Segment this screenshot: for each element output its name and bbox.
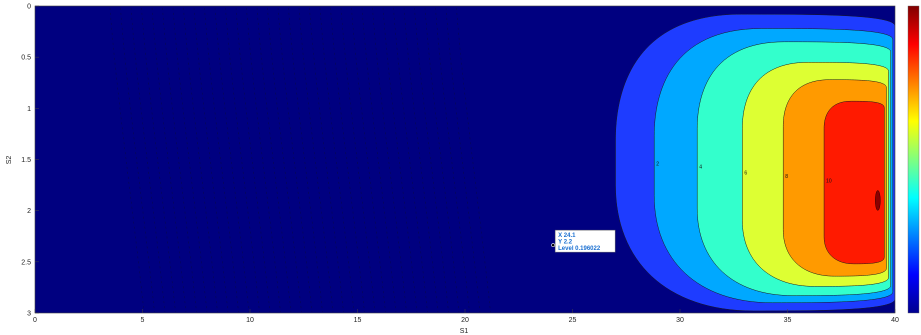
x-tick-label: 35 [784, 317, 792, 324]
datatip[interactable]: X 24.1 Y 2.2 Level 0.196022 [551, 229, 616, 253]
sparse-contour-lines [109, 7, 491, 313]
sparse-contour-line [351, 7, 386, 313]
contour-label: 6 [744, 170, 747, 176]
sparse-contour-line [109, 7, 145, 313]
x-tick-label: 15 [354, 317, 362, 324]
sparse-contour-line [445, 7, 481, 313]
sparse-contour-line [298, 7, 334, 313]
sparse-contour-line [267, 7, 302, 313]
sparse-contour-line [382, 7, 418, 313]
x-tick-label: 10 [246, 317, 254, 324]
contour-labels: 2 4 6 8 10 [656, 162, 832, 185]
sparse-contour-line [141, 7, 176, 313]
x-tick-label: 30 [676, 317, 684, 324]
sparse-contour-line [372, 7, 407, 313]
x-tick-label: 20 [461, 317, 469, 324]
colorbar [907, 5, 920, 314]
sparse-contour-line [414, 7, 449, 313]
datatip-x: X 24.1 [558, 233, 576, 239]
sparse-contour-line [309, 7, 344, 313]
sparse-contour-line [130, 7, 166, 313]
sparse-contour-line [424, 7, 460, 313]
contour-band-6 [823, 100, 885, 265]
sparse-contour-line [162, 7, 197, 313]
y-tick-label: 0 [27, 4, 31, 11]
y-axis-ticks: 0 0.5 1 1.5 2 2.5 3 [21, 4, 39, 318]
y-tick-label: 2.5 [21, 259, 31, 266]
sparse-contour-line [330, 7, 365, 313]
sparse-contour-line [172, 7, 208, 313]
sparse-contour-line [193, 7, 229, 313]
datatip-anchor [551, 243, 556, 248]
sparse-contour-line [403, 7, 439, 313]
peak-marker [875, 190, 881, 211]
x-axis-ticks: 0 5 10 15 20 25 30 35 40 [33, 309, 899, 324]
sparse-contour-line [277, 7, 313, 313]
contour-label: 2 [656, 162, 659, 168]
contour-label: 8 [785, 174, 788, 180]
x-tick-label: 5 [141, 317, 145, 324]
sparse-contour-line [340, 7, 376, 313]
y-tick-label: 2 [27, 208, 31, 215]
x-axis-label: S1 [460, 328, 469, 335]
sparse-contour-line [214, 7, 250, 313]
sparse-contour-line [120, 7, 155, 313]
contour-fills [615, 13, 895, 312]
sparse-contour-line [435, 7, 470, 313]
x-tick-label: 40 [891, 317, 899, 324]
y-tick-label: 1 [27, 106, 31, 113]
sparse-contour-line [393, 7, 428, 313]
x-tick-label: 0 [33, 317, 37, 324]
sparse-contour-line [288, 7, 323, 313]
y-axis-label: S2 [6, 156, 13, 165]
sparse-contour-line [183, 7, 218, 313]
sparse-contour-line [235, 7, 271, 313]
datatip-y: Y 2.2 [558, 240, 573, 246]
sparse-contour-line [256, 7, 292, 313]
x-tick-label: 25 [569, 317, 577, 324]
sparse-contour-line [361, 7, 397, 313]
sparse-contour-line [151, 7, 187, 313]
contour-label: 10 [826, 179, 832, 185]
datatip-box [554, 229, 616, 253]
sparse-contour-line [204, 7, 239, 313]
sparse-contour-line [246, 7, 281, 313]
contour-label: 4 [699, 165, 702, 171]
sparse-contour-line [319, 7, 355, 313]
y-tick-label: 1.5 [21, 157, 31, 164]
y-tick-label: 3 [27, 311, 31, 318]
sparse-contour-line [456, 7, 491, 313]
datatip-level: Level 0.196022 [558, 246, 601, 252]
y-tick-label: 0.5 [21, 55, 31, 62]
sparse-contour-line [225, 7, 260, 313]
